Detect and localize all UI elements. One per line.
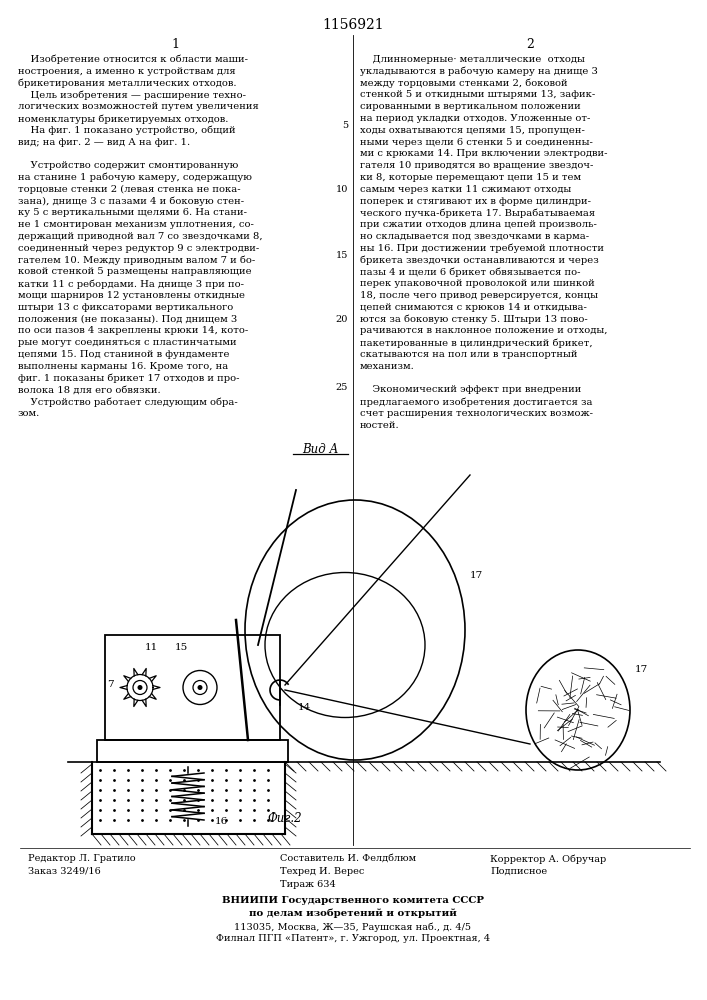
Text: Устройство работает следующим обра-: Устройство работает следующим обра- — [18, 397, 238, 407]
Text: Корректор А. Обручар: Корректор А. Обручар — [490, 854, 606, 863]
Text: 5: 5 — [342, 120, 348, 129]
Text: Цель изобретения — расширение техно-: Цель изобретения — расширение техно- — [18, 90, 246, 100]
Text: 1: 1 — [171, 38, 179, 51]
Text: пазы 4 и щели 6 брикет обвязывается по-: пазы 4 и щели 6 брикет обвязывается по- — [360, 267, 580, 277]
Bar — [105, 635, 280, 740]
Circle shape — [137, 685, 143, 690]
Text: 16: 16 — [215, 818, 228, 826]
Text: 113035, Москва, Ж—35, Раушская наб., д. 4/5: 113035, Москва, Ж—35, Раушская наб., д. … — [235, 922, 472, 932]
Text: ки 8, которые перемещают цепи 15 и тем: ки 8, которые перемещают цепи 15 и тем — [360, 173, 581, 182]
Text: штыри 13 с фиксаторами вертикального: штыри 13 с фиксаторами вертикального — [18, 303, 233, 312]
Text: мощи шарниров 12 установлены откидные: мощи шарниров 12 установлены откидные — [18, 291, 245, 300]
Text: сированными в вертикальном положении: сированными в вертикальном положении — [360, 102, 580, 111]
Text: рачиваются в наклонное положение и отходы,: рачиваются в наклонное положение и отход… — [360, 326, 607, 335]
Text: 20: 20 — [336, 316, 348, 324]
Text: ку 5 с вертикальными щелями 6. На стани-: ку 5 с вертикальными щелями 6. На стани- — [18, 208, 247, 217]
Text: 15: 15 — [175, 643, 188, 652]
Text: 11: 11 — [145, 643, 158, 652]
Text: Заказ 3249/16: Заказ 3249/16 — [28, 867, 101, 876]
Text: ходы охватываются цепями 15, пропущен-: ходы охватываются цепями 15, пропущен- — [360, 126, 585, 135]
Text: 2: 2 — [526, 38, 534, 51]
Text: соединенный через редуктор 9 с электродви-: соединенный через редуктор 9 с электродв… — [18, 244, 259, 253]
Text: рые могут соединяться с пластинчатыми: рые могут соединяться с пластинчатыми — [18, 338, 237, 347]
Text: фиг. 1 показаны брикет 17 отходов и про-: фиг. 1 показаны брикет 17 отходов и про- — [18, 374, 240, 383]
Text: Фиг.2: Фиг.2 — [268, 812, 303, 825]
Text: Изобретение относится к области маши-: Изобретение относится к области маши- — [18, 55, 248, 64]
Text: 18, после чего привод реверсируется, концы: 18, после чего привод реверсируется, кон… — [360, 291, 598, 300]
Text: не 1 смонтирован механизм уплотнения, со-: не 1 смонтирован механизм уплотнения, со… — [18, 220, 254, 229]
Text: логических возможностей путем увеличения: логических возможностей путем увеличения — [18, 102, 259, 111]
Text: цепей снимаются с крюков 14 и откидыва-: цепей снимаются с крюков 14 и откидыва- — [360, 303, 587, 312]
Text: Составитель И. Фелдблюм: Составитель И. Фелдблюм — [280, 854, 416, 863]
Text: 10: 10 — [336, 186, 348, 194]
Text: по делам изобретений и открытий: по делам изобретений и открытий — [249, 909, 457, 918]
Text: скатываются на пол или в транспортный: скатываются на пол или в транспортный — [360, 350, 578, 359]
Text: зом.: зом. — [18, 409, 40, 418]
Text: 7: 7 — [107, 680, 113, 689]
Text: брикета звездочки останавливаются и через: брикета звездочки останавливаются и чере… — [360, 256, 599, 265]
Text: положения (не показаны). Под днищем 3: положения (не показаны). Под днищем 3 — [18, 315, 238, 324]
Text: 17: 17 — [635, 666, 648, 674]
Text: Филнал ПГП «Патент», г. Ужгород, ул. Проектная, 4: Филнал ПГП «Патент», г. Ужгород, ул. Про… — [216, 934, 490, 943]
Text: Длинномерные· металлические  отходы: Длинномерные· металлические отходы — [360, 55, 585, 64]
Text: укладываются в рабочую камеру на днище 3: укладываются в рабочую камеру на днище 3 — [360, 67, 598, 76]
Text: стенкой 5 и откидными штырями 13, зафик-: стенкой 5 и откидными штырями 13, зафик- — [360, 90, 595, 99]
Text: 14: 14 — [298, 704, 311, 712]
Text: гателя 10 приводятся во вращение звездоч-: гателя 10 приводятся во вращение звездоч… — [360, 161, 593, 170]
Text: при сжатии отходов длина цепей произволь-: при сжатии отходов длина цепей произволь… — [360, 220, 597, 229]
Text: катки 11 с ребордами. На днище 3 при по-: катки 11 с ребордами. На днище 3 при по- — [18, 279, 244, 289]
Text: номенклатуры брикетируемых отходов.: номенклатуры брикетируемых отходов. — [18, 114, 228, 123]
Text: ностей.: ностей. — [360, 421, 399, 430]
Text: Устройство содержит смонтированную: Устройство содержит смонтированную — [18, 161, 238, 170]
Text: по оси пазов 4 закреплены крюки 14, кото-: по оси пазов 4 закреплены крюки 14, кото… — [18, 326, 248, 335]
Text: брикетирования металлических отходов.: брикетирования металлических отходов. — [18, 79, 237, 88]
Text: на период укладки отходов. Уложенные от-: на период укладки отходов. Уложенные от- — [360, 114, 590, 123]
Text: перек упаковочной проволокой или шинкой: перек упаковочной проволокой или шинкой — [360, 279, 595, 288]
Text: предлагаемого изобретения достигается за: предлагаемого изобретения достигается за — [360, 397, 592, 407]
Text: на станине 1 рабочую камеру, содержащую: на станине 1 рабочую камеру, содержащую — [18, 173, 252, 182]
Text: счет расширения технологических возмож-: счет расширения технологических возмож- — [360, 409, 593, 418]
Text: Экономический эффект при внедрении: Экономический эффект при внедрении — [360, 385, 581, 394]
Text: ными через щели 6 стенки 5 и соединенны-: ными через щели 6 стенки 5 и соединенны- — [360, 138, 593, 147]
Text: выполнены карманы 16. Кроме того, на: выполнены карманы 16. Кроме того, на — [18, 362, 228, 371]
Text: зана), днище 3 с пазами 4 и боковую стен-: зана), днище 3 с пазами 4 и боковую стен… — [18, 197, 244, 206]
Text: самым через катки 11 сжимают отходы: самым через катки 11 сжимают отходы — [360, 185, 571, 194]
Text: Тираж 634: Тираж 634 — [280, 880, 336, 889]
Text: держащий приводной вал 7 со звездочками 8,: держащий приводной вал 7 со звездочками … — [18, 232, 262, 241]
Text: гателем 10. Между приводным валом 7 и бо-: гателем 10. Между приводным валом 7 и бо… — [18, 256, 255, 265]
Text: поперек и стягивают их в форме цилиндри-: поперек и стягивают их в форме цилиндри- — [360, 197, 591, 206]
Text: На фиг. 1 показано устройство, общий: На фиг. 1 показано устройство, общий — [18, 126, 235, 135]
Text: ются за боковую стенку 5. Штыри 13 пово-: ются за боковую стенку 5. Штыри 13 пово- — [360, 315, 588, 324]
Text: пакетированные в цилиндрический брикет,: пакетированные в цилиндрический брикет, — [360, 338, 592, 348]
Text: торцовые стенки 2 (левая стенка не пока-: торцовые стенки 2 (левая стенка не пока- — [18, 185, 240, 194]
Bar — [97, 740, 288, 762]
Text: вид; на фиг. 2 — вид А на фиг. 1.: вид; на фиг. 2 — вид А на фиг. 1. — [18, 138, 190, 147]
Text: ковой стенкой 5 размещены направляющие: ковой стенкой 5 размещены направляющие — [18, 267, 252, 276]
Text: Редактор Л. Гратило: Редактор Л. Гратило — [28, 854, 136, 863]
Text: между торцовыми стенками 2, боковой: между торцовыми стенками 2, боковой — [360, 79, 568, 88]
Text: механизм.: механизм. — [360, 362, 415, 371]
Text: но складывается под звездочками в карма-: но складывается под звездочками в карма- — [360, 232, 589, 241]
Text: волока 18 для его обвязки.: волока 18 для его обвязки. — [18, 385, 160, 394]
Text: 1156921: 1156921 — [322, 18, 384, 32]
Text: ВНИИПИ Государственного комитета СССР: ВНИИПИ Государственного комитета СССР — [222, 896, 484, 905]
Text: ческого пучка-брикета 17. Вырабатываемая: ческого пучка-брикета 17. Вырабатываемая — [360, 208, 595, 218]
Text: Вид А: Вид А — [302, 443, 338, 456]
Text: ны 16. При достижении требуемой плотности: ны 16. При достижении требуемой плотност… — [360, 244, 604, 253]
Text: ми с крюками 14. При включении электродви-: ми с крюками 14. При включении электродв… — [360, 149, 607, 158]
Text: ностроения, а именно к устройствам для: ностроения, а именно к устройствам для — [18, 67, 235, 76]
Text: 25: 25 — [336, 383, 348, 392]
Text: 17: 17 — [470, 570, 484, 580]
Circle shape — [197, 685, 202, 690]
Text: 15: 15 — [336, 250, 348, 259]
Text: цепями 15. Под станиной в фундаменте: цепями 15. Под станиной в фундаменте — [18, 350, 230, 359]
Text: Подписное: Подписное — [490, 867, 547, 876]
Text: Техред И. Верес: Техред И. Верес — [280, 867, 364, 876]
